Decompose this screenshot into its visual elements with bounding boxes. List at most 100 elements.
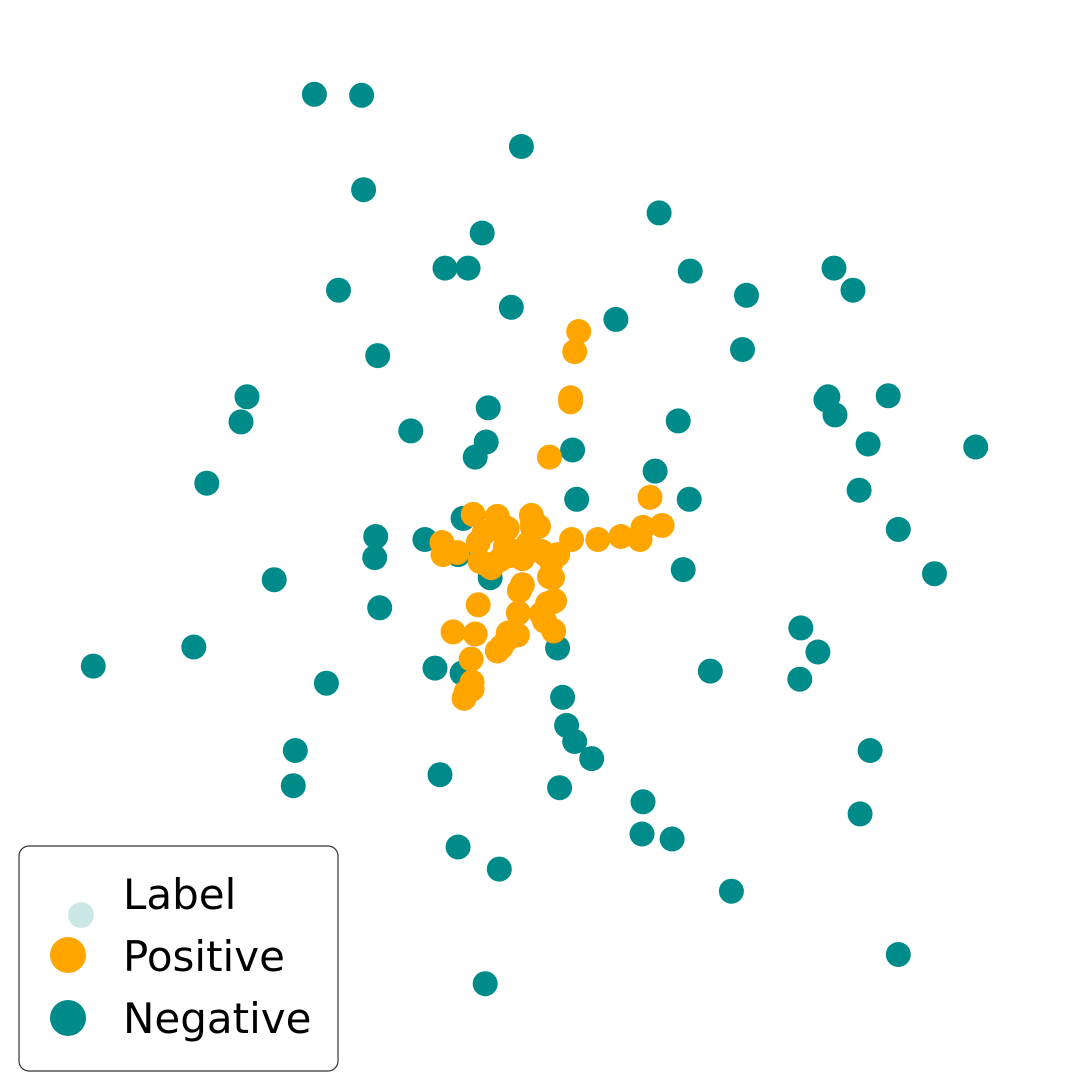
point-negative: [665, 408, 691, 434]
point-negative: [362, 545, 388, 571]
point-negative: [922, 561, 947, 587]
point-positive: [537, 444, 562, 470]
point-negative: [282, 738, 308, 763]
point-negative: [963, 434, 989, 460]
point-positive: [521, 513, 546, 539]
point-positive: [542, 588, 568, 614]
point-negative: [367, 595, 393, 621]
point-negative: [550, 684, 576, 710]
point-positive: [630, 514, 656, 540]
point-positive: [505, 600, 531, 626]
point-negative: [560, 437, 586, 463]
point-positive: [460, 501, 486, 527]
point-negative: [630, 789, 656, 815]
point-negative: [730, 337, 755, 362]
point-negative: [847, 801, 873, 827]
point-negative: [787, 666, 813, 692]
point-negative: [301, 81, 327, 107]
point-negative: [351, 177, 377, 203]
point-positive: [451, 685, 477, 711]
point-negative: [855, 431, 881, 457]
point-negative: [365, 343, 391, 369]
point-negative: [670, 557, 696, 583]
point-negative: [579, 746, 605, 772]
point-negative: [718, 878, 744, 904]
point-positive: [462, 621, 488, 647]
point-negative: [445, 834, 471, 860]
point-negative: [697, 658, 723, 684]
point-negative: [475, 395, 501, 421]
point-negative: [821, 255, 847, 281]
point-negative: [486, 856, 512, 882]
point-negative: [642, 458, 668, 484]
point-negative: [455, 255, 481, 281]
point-positive: [558, 389, 584, 415]
point-negative: [363, 524, 389, 549]
point-negative: [788, 615, 814, 641]
point-negative: [427, 762, 453, 788]
legend-frame: [18, 845, 339, 1072]
point-negative: [659, 826, 685, 852]
point-positive: [608, 524, 634, 549]
point-negative: [462, 444, 488, 470]
point-negative: [472, 971, 498, 997]
point-positive: [559, 527, 585, 552]
point-negative: [564, 486, 590, 512]
point-negative: [181, 634, 207, 660]
point-negative: [562, 729, 588, 754]
point-negative: [840, 277, 866, 303]
point-negative: [349, 82, 375, 108]
point-positive: [562, 339, 588, 365]
legend-marker-positive: [50, 937, 86, 973]
point-positive: [566, 319, 592, 344]
legend-title: Label: [123, 870, 236, 919]
point-negative: [80, 653, 106, 679]
point-negative: [432, 255, 458, 281]
point-negative: [603, 306, 629, 332]
point-negative: [547, 775, 573, 801]
point-negative: [326, 277, 351, 303]
point-negative: [228, 409, 254, 435]
point-positive: [494, 515, 520, 541]
point-positive: [649, 512, 675, 538]
legend: Label Positive Negative: [18, 845, 339, 1072]
point-positive: [509, 572, 535, 598]
point-positive: [440, 619, 466, 645]
point-negative: [629, 821, 655, 847]
point-negative: [646, 200, 672, 226]
point-negative: [677, 258, 703, 284]
point-negative: [734, 282, 759, 308]
point-negative: [885, 942, 911, 967]
point-positive: [444, 540, 470, 565]
point-negative: [422, 655, 448, 681]
point-negative: [398, 418, 424, 444]
point-negative: [234, 384, 260, 410]
point-positive: [494, 626, 520, 652]
legend-label-negative: Negative: [123, 994, 312, 1043]
point-negative: [676, 486, 702, 512]
point-positive: [492, 535, 518, 560]
point-positive: [471, 520, 497, 545]
point-negative: [846, 477, 872, 503]
point-negative: [805, 639, 831, 665]
point-negative: [469, 220, 495, 246]
point-negative: [498, 294, 524, 320]
point-positive: [637, 484, 663, 510]
point-positive: [540, 565, 565, 591]
point-negative: [875, 383, 901, 409]
point-negative: [822, 402, 848, 428]
point-negative: [261, 567, 287, 593]
point-negative: [313, 670, 339, 696]
legend-marker-negative: [50, 1000, 86, 1036]
point-positive: [458, 646, 484, 672]
point-negative: [194, 470, 220, 496]
legend-label-positive: Positive: [123, 932, 285, 981]
point-positive: [541, 618, 567, 644]
point-positive: [585, 527, 611, 552]
point-positive: [465, 592, 491, 618]
points-layer: [80, 81, 989, 997]
legend-title-marker: [68, 902, 94, 928]
point-negative: [857, 738, 883, 763]
point-negative: [280, 773, 306, 799]
